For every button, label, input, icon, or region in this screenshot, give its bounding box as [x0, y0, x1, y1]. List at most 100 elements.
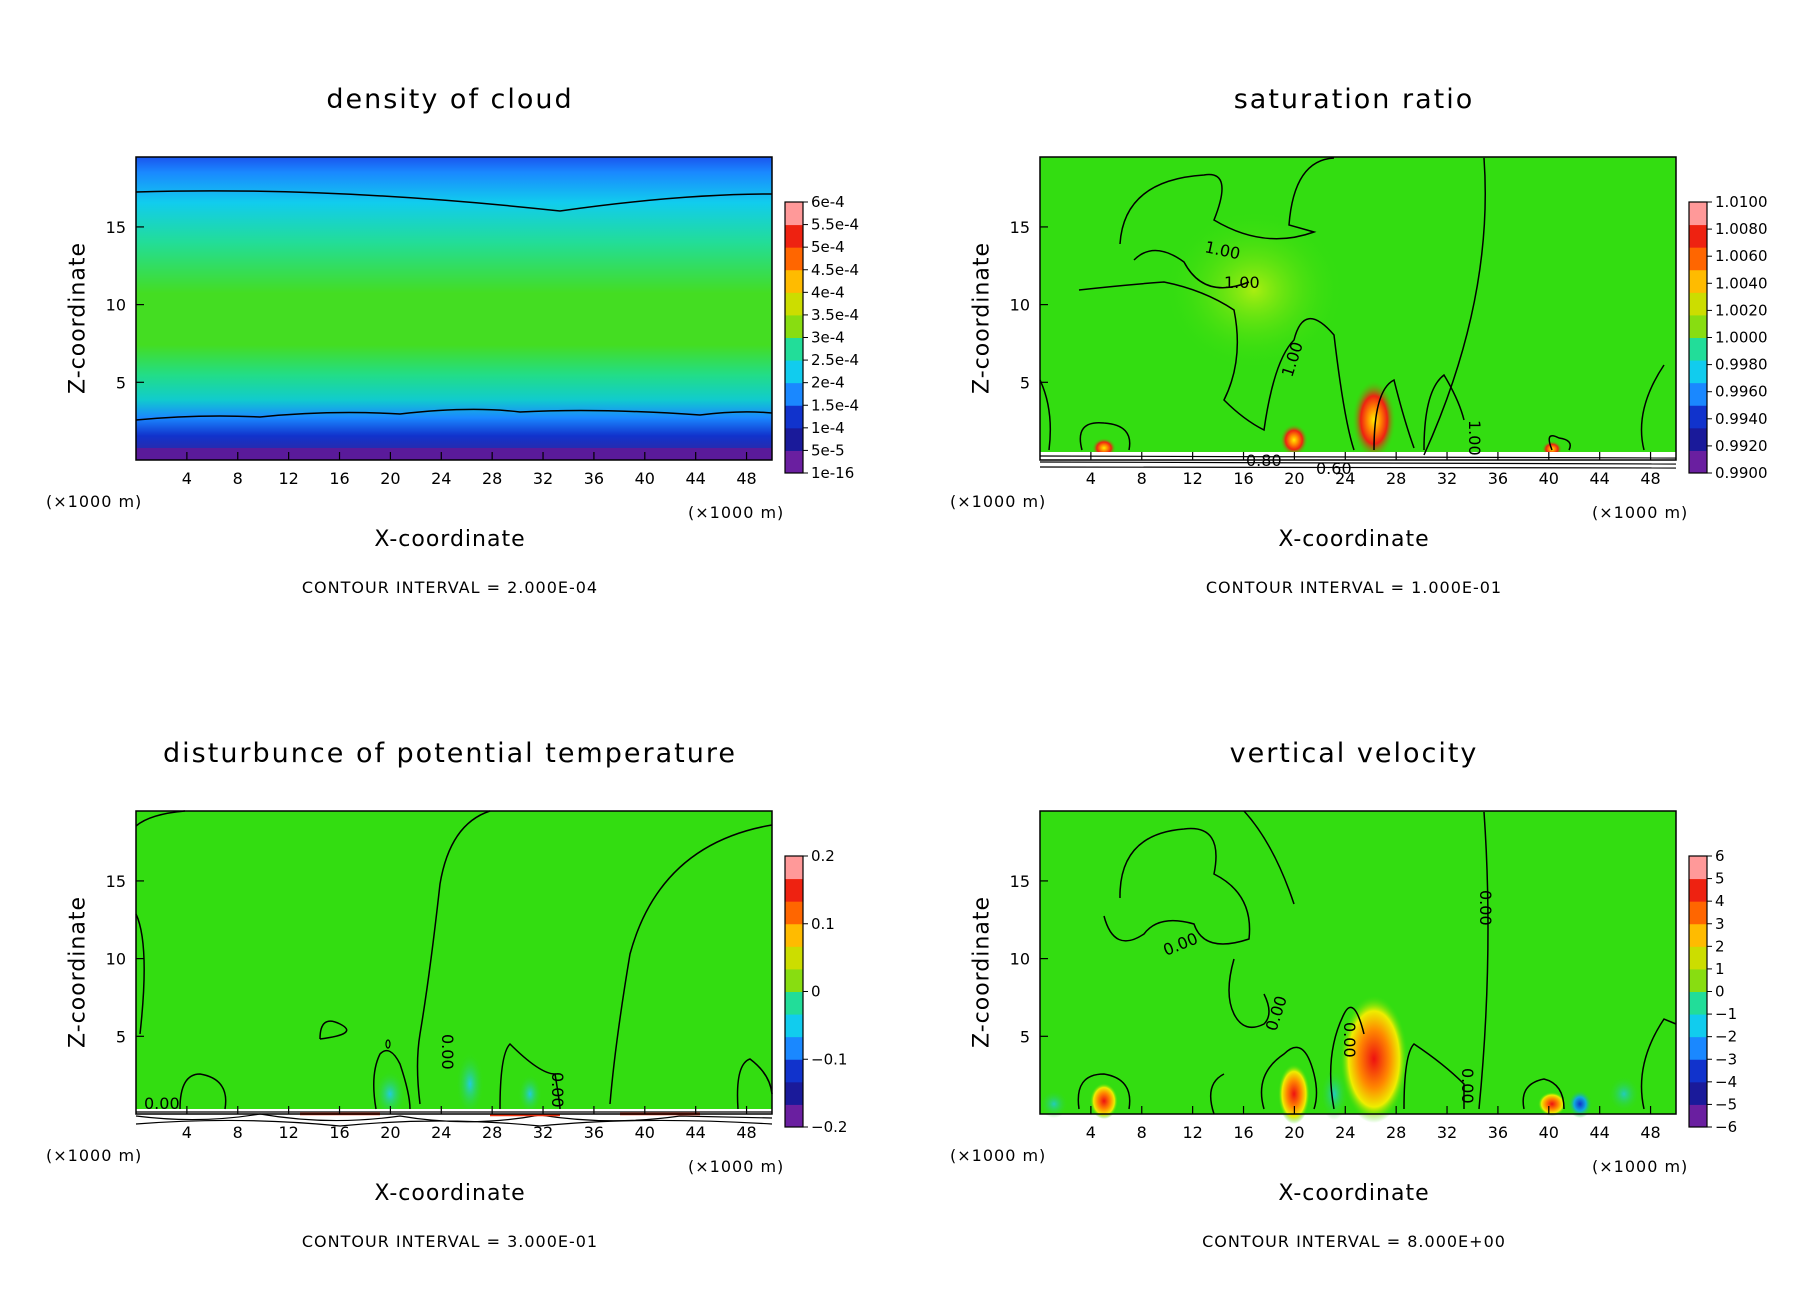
contour-line-lower [135, 408, 773, 421]
colorbar-label: 6e-4 [811, 193, 845, 211]
downdraft-d [1608, 1076, 1640, 1112]
colorbar-label: 0 [1715, 983, 1725, 1001]
x-axis-label: X-coordinate [1278, 1181, 1430, 1206]
colorbar-label: −2 [1715, 1028, 1737, 1046]
x-tick-label: 28 [1386, 1123, 1406, 1142]
y-tick-label: 10 [1010, 950, 1030, 969]
colorbar-segment [1689, 292, 1707, 316]
density-of-cloud-panel: density of cloud 4 8 12 16 20 24 28 32 36 40 4 [0, 0, 904, 654]
colorbar-segment [785, 991, 803, 1015]
x-tick-label: 16 [329, 469, 349, 488]
x-tick-label: 36 [584, 1123, 604, 1142]
downdraft-b [1320, 1068, 1348, 1120]
colorbar-segment [1689, 856, 1707, 880]
colorbar-segment [1689, 878, 1707, 902]
x-tick-label: 8 [1137, 469, 1147, 488]
field-background [136, 157, 772, 460]
colorbar-label: 1.0000 [1715, 329, 1768, 347]
colorbar-label: −1 [1715, 1005, 1737, 1023]
colorbar-segment [785, 269, 803, 293]
x-units-right: (×1000 m) [1592, 503, 1689, 522]
updraft-b [1090, 1083, 1118, 1119]
colorbar-segment [1689, 946, 1707, 970]
plot-frame [135, 156, 773, 461]
x-tick-label: 36 [1488, 1123, 1508, 1142]
colorbar-segment [785, 968, 803, 992]
x-units-left: (×1000 m) [950, 492, 1047, 511]
contour-label: 0.00 [144, 1094, 180, 1113]
colorbar-label: −5 [1715, 1095, 1737, 1113]
contour-interval: CONTOUR INTERVAL = 2.000E-04 [301, 578, 599, 597]
x-tick-label: 40 [635, 1123, 655, 1142]
x-tick-label: 44 [1590, 1123, 1610, 1142]
colorbar-label: 0.2 [811, 847, 835, 865]
colorbar-label: 2e-4 [811, 374, 845, 392]
colorbar-label: 5e-5 [811, 441, 845, 459]
x-tick-label: 12 [1182, 469, 1202, 488]
colorbar-segment [1689, 1014, 1707, 1038]
colorbar-segment [1689, 923, 1707, 947]
colorbar-segment [1689, 202, 1707, 226]
colorbar-label: 5.5e-4 [811, 216, 859, 234]
y-axis-label: Z-coordinate [969, 896, 995, 1048]
contour-label: 0.00 [1340, 1022, 1359, 1058]
colorbar-segment [785, 923, 803, 947]
x-units-left: (×1000 m) [950, 1146, 1047, 1165]
colorbar-segment [785, 450, 803, 474]
contour-1-00-lower [1039, 364, 1665, 451]
contour-1-00-middle [1078, 281, 1355, 451]
colorbar-segment [1689, 360, 1707, 384]
x-axis-label: X-coordinate [374, 527, 526, 552]
colorbar-segment [785, 314, 803, 338]
potential-temperature-panel: disturbunce of potential temperature 0.0… [0, 654, 904, 1308]
colorbar-label: 2.5e-4 [811, 351, 859, 369]
colorbar-segment [785, 1036, 803, 1060]
colorbar-label: 0.1 [811, 915, 835, 933]
colorbar-segment [1689, 901, 1707, 925]
colorbar-label: −4 [1715, 1073, 1737, 1091]
colorbar-label: 4 [1715, 892, 1725, 910]
colorbar-label: −0.2 [811, 1118, 847, 1136]
cool-patch-b [456, 1052, 484, 1116]
x-units-right: (×1000 m) [688, 503, 785, 522]
contour-1-00-top [1119, 157, 1486, 456]
colorbar-segment [1689, 1081, 1707, 1105]
y-tick-label: 15 [106, 218, 126, 237]
x-units-right: (×1000 m) [688, 1157, 785, 1176]
plot-frame [1039, 810, 1677, 1115]
colorbar-label: 0 [811, 983, 821, 1001]
contour-label: 1.00 [1465, 420, 1484, 456]
x-tick-label: 4 [182, 1123, 192, 1142]
colorbar-label: 1.0080 [1715, 220, 1768, 238]
colorbar-segment [1689, 405, 1707, 429]
contour-interval: CONTOUR INTERVAL = 1.000E-01 [1205, 578, 1503, 597]
colorbar-segment [1689, 1059, 1707, 1083]
vertical-velocity-plot: 0.00 0.00 0.00 0.00 0.00 4 8 12 16 20 24 28 32 3… [1010, 810, 1737, 1142]
updraft-c [1538, 1092, 1566, 1116]
y-tick-label: 10 [1010, 296, 1030, 315]
surface-layer [1040, 452, 1676, 460]
colorbar-label: 1 [1715, 960, 1725, 978]
contour-label: 0.00 [1458, 1068, 1477, 1104]
surface-contours-1 [1039, 455, 1677, 459]
y-tick-label: 15 [1010, 218, 1030, 237]
y-axis-label: Z-coordinate [969, 242, 995, 394]
colorbar-label: 1.0060 [1715, 247, 1768, 265]
colorbar-label: 3.5e-4 [811, 306, 859, 324]
x-tick-label: 48 [1640, 1123, 1660, 1142]
saturation-ratio-plot: 1.00 1.00 1.00 1.00 0.80 0.60 4 8 12 16 20 24… [1010, 156, 1768, 488]
x-tick-label: 48 [1640, 469, 1660, 488]
colorbar-label: 0.9980 [1715, 356, 1768, 374]
contour-interval: CONTOUR INTERVAL = 3.000E-01 [301, 1232, 599, 1251]
x-tick-label: 24 [431, 469, 451, 488]
colorbar-label: 4.5e-4 [811, 261, 859, 279]
colorbar-segment [1689, 427, 1707, 451]
colorbar-label: 2 [1715, 937, 1725, 955]
colorbar-segment [1689, 1104, 1707, 1128]
downdraft-a [1568, 1090, 1592, 1118]
x-tick-label: 48 [736, 1123, 756, 1142]
chart-title: saturation ratio [1233, 84, 1475, 115]
colorbar-label: 6 [1715, 847, 1725, 865]
x-tick-label: 28 [482, 469, 502, 488]
colorbar-segment [1689, 1036, 1707, 1060]
